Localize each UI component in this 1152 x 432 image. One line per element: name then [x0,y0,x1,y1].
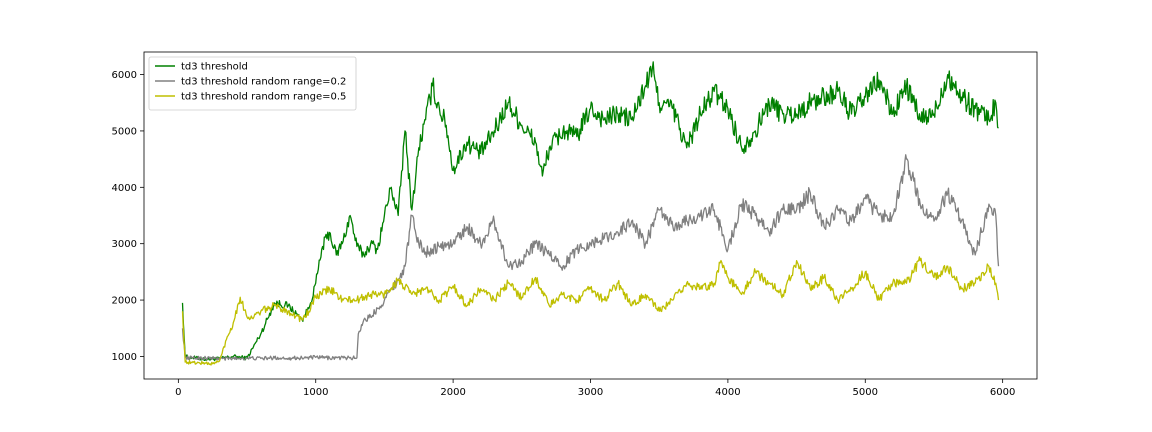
legend-label-1: td3 threshold [181,62,248,73]
x-tick-label: 3000 [578,387,603,398]
y-tick-label: 1000 [112,352,137,363]
axes: 0 1000 2000 3000 4000 5000 6000 1000 2000 3000 400… [112,51,1038,398]
legend-label-2: td3 threshold random range=0.2 [181,77,346,88]
legend-box [148,56,357,111]
y-tick-label: 6000 [112,70,137,81]
x-tick-label: 4000 [715,387,740,398]
x-tick-label: 2000 [440,387,465,398]
y-tick-label: 3000 [112,239,137,250]
x-tick-label: 6000 [990,387,1015,398]
x-tick-label: 0 [175,387,181,398]
series-line-2 [181,154,1000,361]
series-line-3 [181,256,1000,366]
x-tick-label: 5000 [853,387,878,398]
plot-area [181,61,1000,366]
y-tick-label: 2000 [112,296,137,307]
x-tick-label: 1000 [303,387,328,398]
y-tick-label: 4000 [112,183,137,194]
legend-label-3: td3 threshold random range=0.5 [181,92,346,103]
legend: td3 threshold td3 threshold random range=… [148,56,357,111]
series-line-1 [181,61,999,362]
y-tick-label: 5000 [112,126,137,137]
